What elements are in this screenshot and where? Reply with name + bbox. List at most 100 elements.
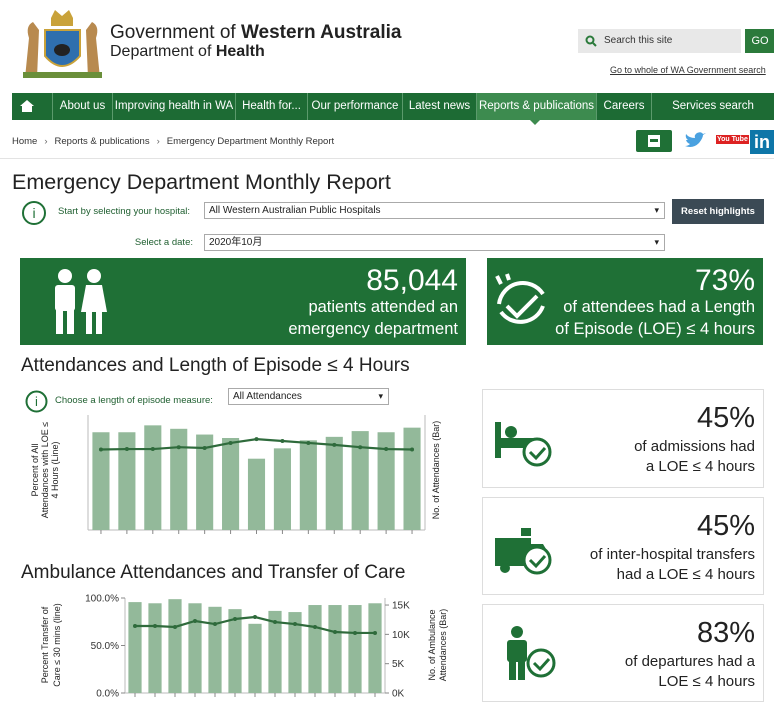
- breadcrumb-item[interactable]: Home: [12, 136, 38, 147]
- line-point: [173, 624, 177, 629]
- search-box[interactable]: Search this site: [578, 29, 741, 53]
- tick-label: 0K: [392, 689, 405, 700]
- tick-label: 50.0%: [91, 641, 119, 652]
- tick-label: 10K: [392, 630, 410, 641]
- summary-tile: 73% of attendees had a Length of Episode…: [487, 258, 763, 345]
- line-point: [233, 616, 237, 621]
- y-axis-label: 4 Hours (Line): [50, 441, 60, 498]
- card-value: 45%: [696, 402, 755, 434]
- people-icon: [55, 269, 107, 334]
- ambulance-icon: [495, 528, 552, 575]
- nav-item[interactable]: Latest news: [402, 93, 476, 120]
- info-icon: i: [22, 201, 46, 225]
- measure-select[interactable]: All Attendances: [228, 388, 389, 405]
- nav-item[interactable]: Our performance: [307, 93, 402, 120]
- line-point: [306, 440, 311, 445]
- info-icon: i: [25, 390, 48, 413]
- stat-card: 45% of admissions had a LOE ≤ 4 hours: [482, 389, 764, 488]
- bar: [268, 610, 282, 693]
- tick-label: 5K: [392, 659, 405, 670]
- nav-item[interactable]: About us: [52, 93, 112, 120]
- breadcrumb-item: Emergency Department Monthly Report: [166, 136, 335, 147]
- bar: [222, 438, 240, 530]
- line-point: [313, 624, 317, 629]
- line-point: [293, 622, 297, 627]
- line-point: [254, 437, 259, 442]
- breadcrumb-item[interactable]: Reports & publications: [54, 136, 150, 147]
- twitter-icon[interactable]: [683, 131, 707, 151]
- y-axis-label: Care ≤ 30 mins (line): [52, 603, 62, 686]
- breadcrumb: Home › Reports & publications › Emergency De…: [12, 136, 334, 147]
- bar: [377, 432, 395, 530]
- line-point: [333, 630, 337, 635]
- nav-item[interactable]: Improving health in WA: [112, 93, 235, 120]
- departure-icon: [507, 626, 556, 680]
- nav-item[interactable]: Careers: [596, 93, 651, 120]
- section-title: Ambulance Attendances and Transfer of Ca…: [21, 562, 406, 583]
- stat-card: 83% of departures had a LOE ≤ 4 hours: [482, 604, 764, 702]
- summary-text: of attendees had a Length: [563, 298, 755, 316]
- youtube-icon[interactable]: You Tube: [716, 135, 749, 144]
- line-point: [133, 624, 137, 629]
- tick-label: 15K: [392, 601, 410, 612]
- bar: [348, 605, 362, 693]
- bar: [368, 603, 382, 693]
- nav-active-marker: [530, 120, 540, 125]
- breadcrumb-separator: ›: [156, 136, 160, 147]
- line-point: [273, 620, 277, 625]
- home-icon[interactable]: [19, 99, 35, 113]
- nav-item[interactable]: Reports & publications: [476, 93, 596, 120]
- search-button[interactable]: GO: [745, 29, 774, 53]
- y2-axis-label: Attendances (Bar): [438, 609, 448, 682]
- divider: [0, 158, 774, 159]
- line-point: [98, 447, 103, 452]
- card-text: of admissions had: [634, 438, 755, 455]
- hospital-label: Start by selecting your hospital:: [57, 206, 190, 217]
- bar: [403, 427, 421, 530]
- card-text: LOE ≤ 4 hours: [658, 673, 755, 690]
- bar: [351, 431, 369, 530]
- hospital-select[interactable]: All Western Australian Public Hospitals: [204, 202, 665, 219]
- svg-text:i: i: [32, 205, 35, 221]
- bar: [188, 603, 202, 693]
- bar: [299, 440, 317, 530]
- line-point: [202, 446, 207, 451]
- bar: [288, 612, 302, 693]
- date-label: Select a date:: [134, 237, 193, 248]
- y2-axis-label: No. of Attendances (Bar): [431, 421, 441, 520]
- summary-text: of Episode (LOE) ≤ 4 hours: [555, 320, 755, 338]
- clock-check-icon: [495, 273, 545, 324]
- reset-button[interactable]: Reset highlights: [672, 199, 764, 224]
- search-icon: [585, 35, 597, 47]
- summary-text: emergency department: [288, 320, 458, 338]
- summary-tile: 85,044 patients attended an emergency de…: [20, 258, 466, 345]
- bed-icon: [495, 422, 552, 467]
- linkedin-icon[interactable]: in: [750, 130, 774, 154]
- nav-item[interactable]: Services search: [651, 93, 774, 120]
- wa-search-link[interactable]: Go to whole of WA Government search: [610, 65, 766, 75]
- tick-label: 100.0%: [85, 594, 119, 605]
- bar: [92, 432, 110, 530]
- bar: [118, 432, 136, 530]
- line-point: [280, 438, 285, 443]
- bar: [196, 434, 214, 530]
- y-axis-label: Percent of All: [30, 443, 40, 496]
- dept-prefix: Department of: [110, 43, 212, 60]
- card-value: 83%: [696, 617, 755, 649]
- line-point: [228, 440, 233, 445]
- date-select[interactable]: 2020年10月: [204, 234, 665, 251]
- bar: [273, 448, 291, 530]
- line-point: [213, 622, 217, 627]
- line-point: [358, 445, 363, 450]
- line-point: [410, 447, 415, 452]
- section-title: Attendances and Length of Episode ≤ 4 Ho…: [21, 355, 410, 376]
- summary-text: patients attended an: [308, 298, 458, 316]
- summary-value: 73%: [694, 264, 755, 297]
- svg-text:i: i: [35, 394, 38, 409]
- bar: [325, 436, 343, 530]
- gov-prefix: Government of: [110, 22, 236, 43]
- print-button[interactable]: [636, 130, 672, 152]
- card-value: 45%: [696, 510, 755, 542]
- nav-item[interactable]: Health for...: [235, 93, 307, 120]
